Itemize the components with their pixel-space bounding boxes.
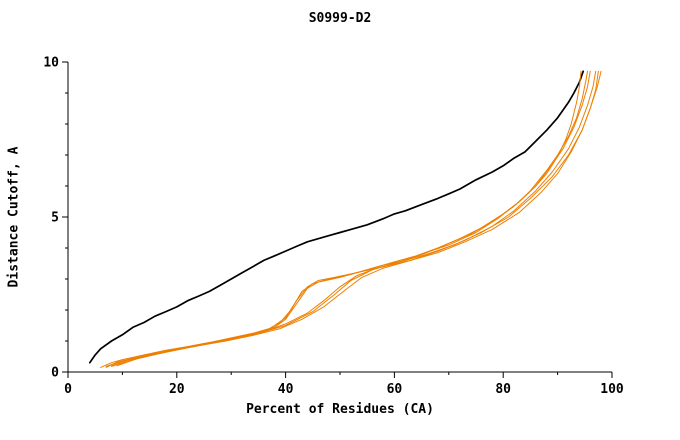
series-model-orange-5 (116, 70, 599, 367)
y-tick-label: 5 (51, 211, 59, 226)
x-tick-label: 100 (600, 382, 624, 397)
y-tick-label: 0 (51, 366, 59, 381)
x-axis-label: Percent of Residues (CA) (246, 402, 434, 417)
series-model-orange-4 (105, 70, 597, 367)
chart-title: S0999-D2 (308, 11, 372, 26)
series-model-orange-6 (111, 70, 602, 367)
series-model-orange-3 (111, 70, 591, 367)
y-tick-label: 10 (43, 56, 59, 71)
x-tick-label: 20 (169, 382, 185, 397)
x-tick-label: 40 (278, 382, 294, 397)
x-tick-label: 80 (495, 382, 511, 397)
series-model-orange-2 (105, 70, 588, 368)
x-tick-label: 0 (64, 382, 72, 397)
series-reference-black (88, 70, 585, 364)
x-tick-label: 60 (387, 382, 403, 397)
